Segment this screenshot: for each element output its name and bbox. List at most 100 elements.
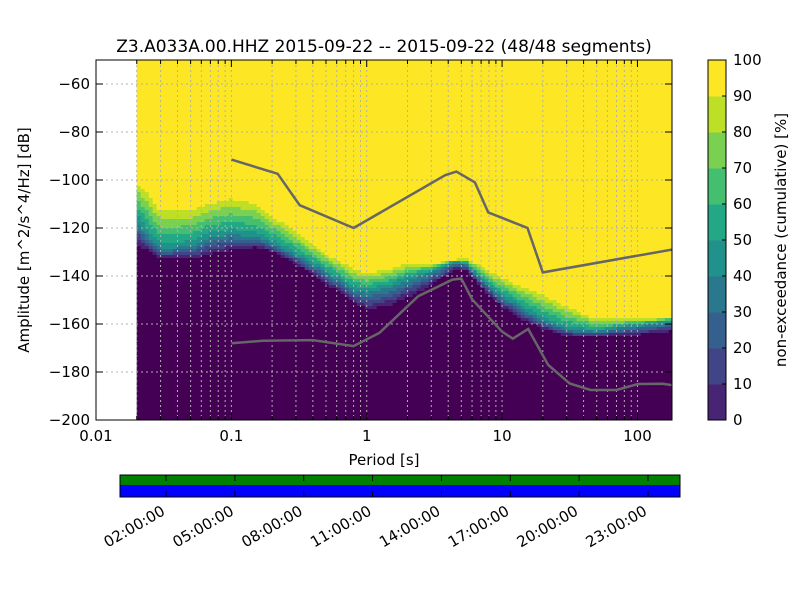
heatmap-cell <box>144 390 150 394</box>
heatmap-cell <box>288 324 294 328</box>
heatmap-cell <box>216 120 222 124</box>
heatmap-cell <box>148 93 154 97</box>
heatmap-cell <box>200 138 206 142</box>
heatmap-cell <box>212 210 218 214</box>
heatmap-cell <box>216 216 222 220</box>
heatmap-cell <box>152 264 158 268</box>
heatmap-cell <box>232 309 238 313</box>
heatmap-cell <box>268 186 274 190</box>
heatmap-cell <box>296 348 302 352</box>
heatmap-cell <box>280 417 286 420</box>
heatmap-cell <box>248 390 254 394</box>
heatmap-cell <box>216 81 222 85</box>
heatmap-cell <box>212 363 218 367</box>
heatmap-cell <box>172 354 178 358</box>
heatmap-cell <box>200 294 206 298</box>
heatmap-cell <box>272 393 278 397</box>
heatmap-cell <box>256 111 262 115</box>
heatmap-cell <box>180 345 186 349</box>
heatmap-cell <box>196 249 202 253</box>
heatmap-cell <box>152 195 158 199</box>
heatmap-cell <box>140 249 146 253</box>
heatmap-cell <box>148 315 154 319</box>
heatmap-cell <box>188 243 194 247</box>
heatmap-cell <box>172 63 178 67</box>
heatmap-cell <box>244 354 250 358</box>
heatmap-cell <box>168 81 174 85</box>
heatmap-cell <box>240 270 246 274</box>
heatmap-cell <box>224 342 230 346</box>
heatmap-cell <box>296 369 302 373</box>
heatmap-cell <box>248 225 254 229</box>
heatmap-cell <box>148 192 154 196</box>
heatmap-cell <box>296 354 302 358</box>
heatmap-cell <box>156 258 162 262</box>
heatmap-cell <box>292 255 298 259</box>
heatmap-cell <box>180 261 186 265</box>
heatmap-cell <box>188 258 194 262</box>
heatmap-cell <box>232 171 238 175</box>
heatmap-cell <box>244 153 250 157</box>
heatmap-cell <box>148 237 154 241</box>
heatmap-cell <box>172 306 178 310</box>
heatmap-cell <box>288 387 294 391</box>
heatmap-cell <box>276 372 282 376</box>
heatmap-cell <box>144 270 150 274</box>
heatmap-cell <box>272 195 278 199</box>
heatmap-cell <box>176 93 182 97</box>
heatmap-cell <box>220 99 226 103</box>
heatmap-cell <box>296 276 302 280</box>
heatmap-cell <box>260 288 266 292</box>
heatmap-cell <box>232 141 238 145</box>
heatmap-cell <box>236 102 242 106</box>
heatmap-cell <box>276 147 282 151</box>
heatmap-cell <box>296 120 302 124</box>
heatmap-cell <box>160 333 166 337</box>
heatmap-cell <box>176 312 182 316</box>
heatmap-cell <box>236 246 242 250</box>
heatmap-cell <box>152 108 158 112</box>
heatmap-cell <box>292 117 298 121</box>
heatmap-cell <box>212 141 218 145</box>
heatmap-cell <box>256 276 262 280</box>
heatmap-cell <box>276 198 282 202</box>
heatmap-cell <box>252 168 258 172</box>
heatmap-cell <box>280 249 286 253</box>
heatmap-cell <box>168 144 174 148</box>
heatmap-cell <box>196 279 202 283</box>
heatmap-cell <box>144 234 150 238</box>
heatmap-cell <box>140 219 146 223</box>
heatmap-cell <box>192 300 198 304</box>
heatmap-cell <box>148 327 154 331</box>
heatmap-cell <box>300 150 306 154</box>
heatmap-cell <box>204 183 210 187</box>
heatmap-cell <box>148 321 154 325</box>
heatmap-cell <box>184 312 190 316</box>
heatmap-cell <box>280 291 286 295</box>
heatmap-cell <box>276 402 282 406</box>
heatmap-cell <box>232 207 238 211</box>
heatmap-cell <box>212 261 218 265</box>
heatmap-cell <box>148 261 154 265</box>
heatmap-cell <box>192 204 198 208</box>
heatmap-cell <box>176 207 182 211</box>
heatmap-cell <box>220 189 226 193</box>
heatmap-cell <box>268 255 274 259</box>
heatmap-cell <box>224 183 230 187</box>
heatmap-cell <box>264 303 270 307</box>
heatmap-cell <box>260 150 266 154</box>
heatmap-cell <box>172 318 178 322</box>
heatmap-cell <box>200 132 206 136</box>
heatmap-cell <box>288 150 294 154</box>
heatmap-cell <box>140 327 146 331</box>
heatmap-cell <box>248 243 254 247</box>
heatmap-cell <box>288 216 294 220</box>
heatmap-cell <box>240 144 246 148</box>
heatmap-cell <box>232 93 238 97</box>
heatmap-cell <box>224 402 230 406</box>
heatmap-cell <box>192 303 198 307</box>
heatmap-cell <box>236 183 242 187</box>
heatmap-cell <box>212 219 218 223</box>
heatmap-cell <box>280 195 286 199</box>
heatmap-cell <box>140 246 146 250</box>
